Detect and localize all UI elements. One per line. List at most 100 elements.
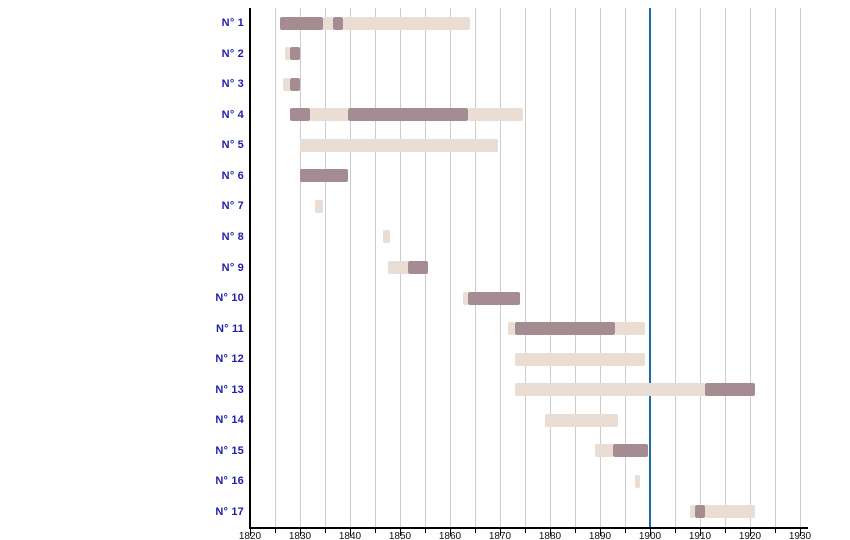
gantt-bar-segment (635, 474, 640, 488)
x-axis-tick-label: 1840 (338, 531, 362, 540)
gantt-bar-segment (382, 230, 390, 244)
gantt-bar-segment (280, 16, 323, 30)
gantt-bar-segment (695, 505, 705, 519)
gantt-bar-segment (387, 261, 408, 274)
gridline (525, 8, 526, 527)
x-axis-major-tick (600, 529, 601, 536)
gridline (300, 8, 301, 527)
gridline (625, 8, 626, 527)
gantt-bar-segment (462, 291, 468, 305)
x-axis-major-tick (450, 529, 451, 536)
gantt-bar-segment (467, 108, 523, 122)
gantt-bar-segment (705, 383, 755, 397)
gridline (575, 8, 576, 527)
x-axis-major-tick (650, 529, 651, 536)
gantt-bar-segment (705, 505, 755, 519)
row-label: N° 6 (221, 169, 244, 182)
gantt-bar-segment (322, 16, 333, 30)
row-label: N° 9 (221, 261, 244, 274)
x-axis-major-tick (550, 529, 551, 536)
x-axis-minor-tick (325, 529, 326, 533)
row-label: N° 10 (215, 292, 244, 305)
x-axis-tick-label: 1910 (688, 531, 712, 540)
gantt-bar-segment (515, 322, 615, 336)
row-label: N° 1 (221, 17, 244, 30)
gantt-bar-segment (290, 77, 300, 91)
gantt-bar-segment (467, 291, 520, 305)
x-axis-minor-tick (575, 529, 576, 533)
plot-area (250, 8, 810, 527)
gridline (725, 8, 726, 527)
x-axis-minor-tick (275, 529, 276, 533)
gantt-bar-segment (690, 505, 695, 519)
gantt-bar-segment (612, 444, 648, 458)
gantt-bar-segment (290, 47, 300, 61)
row-label: N° 3 (221, 78, 244, 91)
x-axis-tick-label: 1930 (788, 531, 812, 540)
row-label: N° 5 (221, 139, 244, 152)
x-axis-tick-label: 1890 (588, 531, 612, 540)
x-axis-minor-tick (725, 529, 726, 533)
gantt-bar-segment (407, 261, 428, 274)
gridline (500, 8, 501, 527)
row-label: N° 14 (215, 414, 244, 427)
row-label: N° 2 (221, 47, 244, 60)
gridline (475, 8, 476, 527)
x-axis-minor-tick (475, 529, 476, 533)
row-label: N° 12 (215, 353, 244, 366)
x-axis-minor-tick (375, 529, 376, 533)
x-axis-tick-label: 1870 (488, 531, 512, 540)
x-axis-minor-tick (425, 529, 426, 533)
gridline (350, 8, 351, 527)
gantt-bar-segment (545, 413, 618, 427)
gridline (375, 8, 376, 527)
x-axis-tick-label: 1880 (538, 531, 562, 540)
row-label: N° 4 (221, 108, 244, 121)
row-label: N° 8 (221, 230, 244, 243)
x-axis-tick-label: 1820 (238, 531, 262, 540)
x-axis-major-tick (300, 529, 301, 536)
x-axis-major-tick (500, 529, 501, 536)
gridline (750, 8, 751, 527)
row-label: N° 7 (221, 200, 244, 213)
x-axis-tick-label: 1900 (638, 531, 662, 540)
x-axis-tick-label: 1830 (288, 531, 312, 540)
gantt-bar-segment (332, 16, 343, 30)
x-axis-minor-tick (775, 529, 776, 533)
gantt-bar-segment (347, 108, 468, 122)
gridline (325, 8, 326, 527)
gridline (275, 8, 276, 527)
x-axis-major-tick (700, 529, 701, 536)
gridline (450, 8, 451, 527)
gantt-bar-segment (285, 47, 290, 61)
gridline (775, 8, 776, 527)
x-axis-tick-label: 1920 (738, 531, 762, 540)
x-axis-line (250, 527, 808, 529)
gantt-bar-segment (515, 352, 645, 366)
gantt-bar-segment (595, 444, 613, 458)
x-axis-major-tick (750, 529, 751, 536)
y-axis-line (249, 8, 251, 529)
x-axis-major-tick (800, 529, 801, 536)
x-axis-minor-tick (525, 529, 526, 533)
x-axis-minor-tick (625, 529, 626, 533)
gantt-bar-segment (342, 16, 470, 30)
gantt-bar-segment (615, 322, 645, 336)
x-axis-major-tick (400, 529, 401, 536)
gantt-bar-segment (515, 383, 705, 397)
gridline (600, 8, 601, 527)
gantt-bar-segment (300, 138, 498, 152)
gantt-bar-segment (300, 169, 348, 183)
row-label: N° 15 (215, 444, 244, 457)
x-axis-tick-label: 1860 (438, 531, 462, 540)
gridline (700, 8, 701, 527)
x-axis-tick-label: 1850 (388, 531, 412, 540)
gridline (675, 8, 676, 527)
gantt-bar-segment (290, 108, 310, 122)
gantt-bar-segment (507, 322, 515, 336)
reference-line-1900 (649, 8, 651, 527)
row-label: N° 17 (215, 505, 244, 518)
gridline (550, 8, 551, 527)
gantt-bar-segment (315, 199, 323, 213)
x-axis-major-tick (350, 529, 351, 536)
